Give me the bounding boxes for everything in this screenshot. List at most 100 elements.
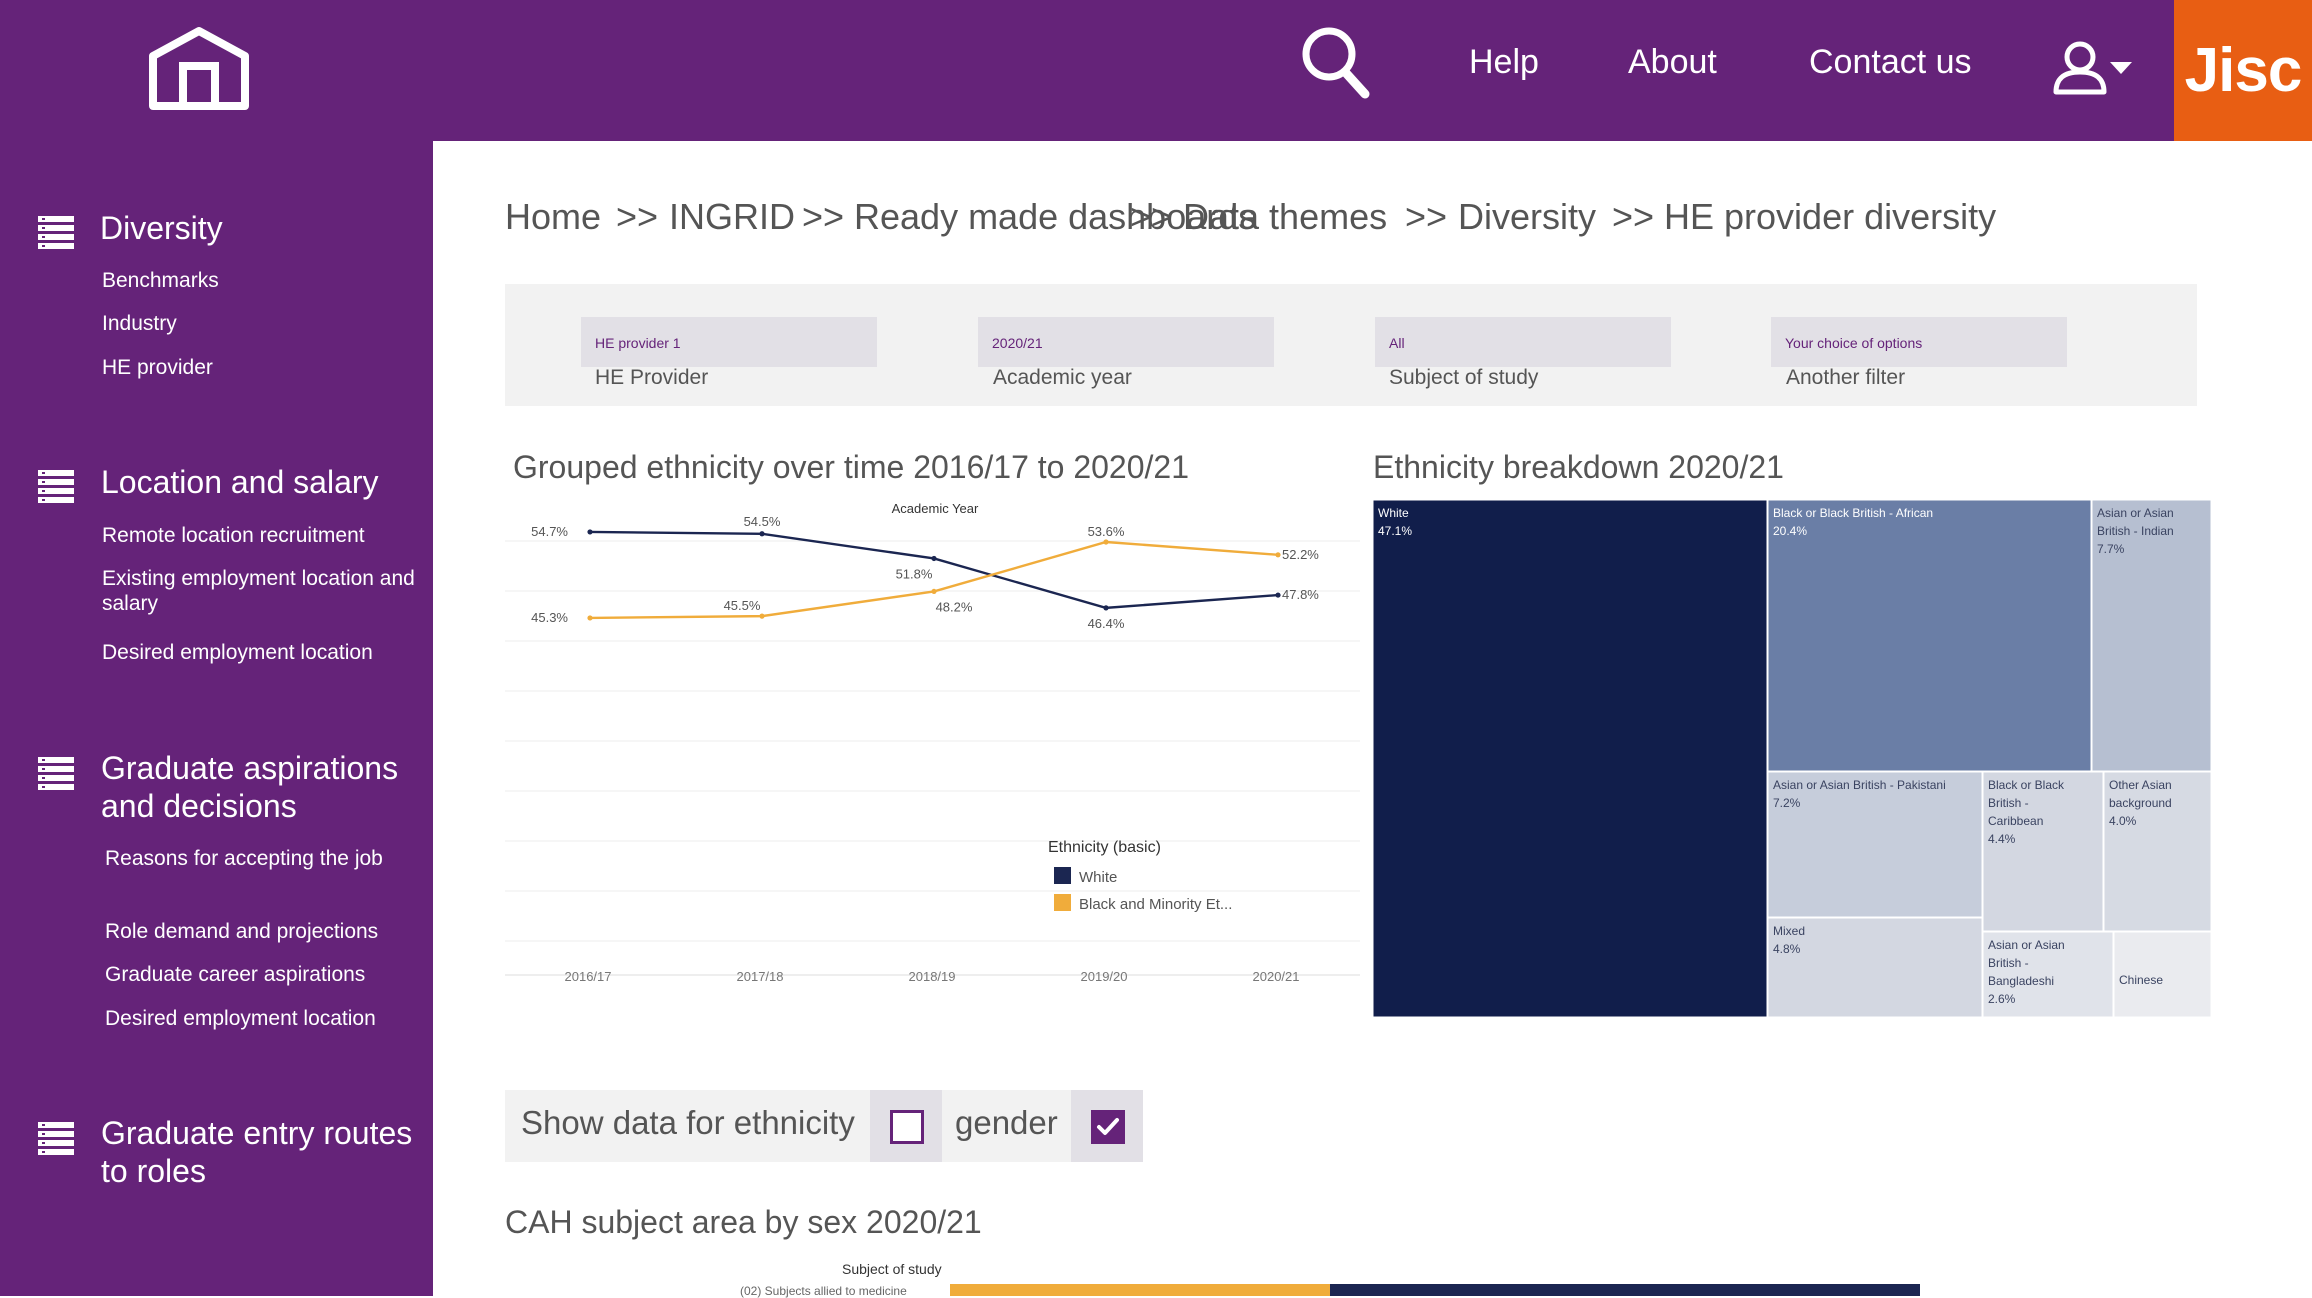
- data-label: 45.3%: [531, 610, 568, 625]
- treemap-cell[interactable]: [2103, 771, 2212, 932]
- cah-bar-male: [1330, 1284, 1920, 1296]
- breadcrumb-ingrid[interactable]: INGRID: [669, 196, 795, 237]
- sidebar-item-benchmarks[interactable]: Benchmarks: [102, 269, 219, 292]
- data-label: 54.5%: [744, 514, 781, 529]
- sidebar-item-reasons-accepting[interactable]: Reasons for accepting the job: [105, 847, 383, 870]
- treemap-label: Other Asian: [2109, 778, 2172, 792]
- sidebar-item-existing-employment[interactable]: Existing employment location and salary: [102, 567, 415, 615]
- data-point[interactable]: [587, 529, 593, 535]
- data-label: 48.2%: [936, 599, 973, 614]
- treemap-value: 4.0%: [2109, 814, 2137, 828]
- chart-title: Academic Year: [892, 501, 979, 516]
- treemap-value: 47.1%: [1378, 524, 1412, 538]
- gender-checkbox-box[interactable]: [1091, 1110, 1125, 1144]
- treemap-cell[interactable]: [1767, 771, 1983, 918]
- academic-year-label: Academic year: [993, 366, 1132, 389]
- home-icon[interactable]: [147, 26, 251, 110]
- ethnicity-line-chart: Academic Year 54.7% 54.5% 51.8% 46.4% 47.8% 4…: [505, 501, 1360, 984]
- data-label: 47.8%: [1282, 587, 1319, 602]
- another-filter-label: Another filter: [1786, 366, 1906, 389]
- treemap-cell[interactable]: [1982, 931, 2114, 1018]
- treemap-cell[interactable]: [1767, 500, 2092, 772]
- series-line-white[interactable]: [589, 530, 1279, 610]
- breadcrumb-home[interactable]: Home: [505, 196, 602, 237]
- treemap-label: Chinese: [2119, 973, 2163, 987]
- cah-row-label: (02) Subjects allied to medicine: [740, 1284, 907, 1298]
- data-label: 51.8%: [896, 566, 933, 581]
- search-icon[interactable]: [1299, 24, 1371, 100]
- x-tick-label: 2016/17: [565, 969, 612, 984]
- data-point[interactable]: [759, 613, 765, 619]
- gender-checkbox[interactable]: [1071, 1090, 1143, 1162]
- top-bar: Help About Contact us Jisc: [0, 0, 2312, 141]
- breadcrumb-diversity[interactable]: Diversity: [1458, 196, 1597, 237]
- x-tick-label: 2017/18: [737, 969, 784, 984]
- breadcrumb-separator: >>: [1405, 196, 1448, 237]
- legend-item[interactable]: White: [1079, 869, 1117, 886]
- line-chart-heading: Grouped ethnicity over time 2016/17 to 2…: [513, 449, 1189, 485]
- nav-about-link[interactable]: About: [1628, 43, 1717, 81]
- treemap-cell[interactable]: [1767, 917, 1983, 1018]
- treemap-cell[interactable]: [2091, 500, 2212, 772]
- x-tick-label: 2020/21: [1253, 969, 1300, 984]
- treemap-cell[interactable]: [1373, 500, 1768, 1018]
- user-icon[interactable]: [2052, 40, 2134, 98]
- legend-item[interactable]: Black and Minority Et...: [1079, 896, 1232, 913]
- treemap-value: 7.7%: [2097, 542, 2125, 556]
- breadcrumb-separator: >>: [1612, 196, 1655, 237]
- sidebar-item-role-demand[interactable]: Role demand and projections: [105, 920, 379, 943]
- treemap-label: British -: [1988, 796, 2029, 810]
- series-line-bme[interactable]: [589, 540, 1279, 620]
- breadcrumb-data-themes[interactable]: Data themes: [1183, 196, 1388, 237]
- data-point[interactable]: [931, 588, 937, 595]
- data-label: 52.2%: [1282, 547, 1319, 562]
- ethnicity-checkbox-box[interactable]: [890, 1110, 924, 1144]
- breadcrumb-separator: >>: [616, 196, 659, 237]
- sidebar-section-entry-routes[interactable]: Graduate entry routes to roles: [101, 1115, 413, 1189]
- data-point[interactable]: [1103, 539, 1109, 545]
- treemap-label: British - Indian: [2097, 524, 2174, 538]
- treemap-label: Asian or Asian: [2097, 506, 2174, 520]
- data-point[interactable]: [587, 615, 593, 621]
- sidebar-item-industry[interactable]: Industry: [102, 312, 177, 335]
- treemap-label: White: [1378, 506, 1409, 520]
- data-point[interactable]: [931, 555, 937, 562]
- treemap-label: Caribbean: [1988, 814, 2043, 828]
- another-filter-select[interactable]: Your choice of options: [1771, 317, 2067, 367]
- data-label: 53.6%: [1088, 524, 1125, 539]
- sidebar-item-career-aspirations[interactable]: Graduate career aspirations: [105, 963, 366, 986]
- nav-contact-link[interactable]: Contact us: [1809, 43, 1972, 81]
- data-point[interactable]: [1275, 592, 1281, 598]
- breadcrumb-dashboards[interactable]: Ready made dashboards: [854, 196, 1257, 237]
- jisc-logo[interactable]: Jisc: [2174, 0, 2312, 141]
- sidebar-item-remote-location[interactable]: Remote location recruitment: [102, 524, 365, 547]
- x-tick-label: 2019/20: [1081, 969, 1128, 984]
- data-point[interactable]: [759, 531, 765, 537]
- treemap-label: Black or Black British - African: [1773, 506, 1933, 520]
- subject-label: Subject of study: [1389, 366, 1539, 389]
- treemap-label: Black or Black: [1988, 778, 2065, 792]
- sidebar-section-diversity[interactable]: Diversity: [100, 210, 223, 246]
- legend-swatch: [1054, 867, 1071, 884]
- sidebar-section-location-salary[interactable]: Location and salary: [101, 464, 379, 500]
- breadcrumb-current: HE provider diversity: [1664, 196, 1997, 237]
- treemap-value: 20.4%: [1773, 524, 1807, 538]
- treemap-value: 4.4%: [1988, 832, 2016, 846]
- treemap-cell[interactable]: [2113, 931, 2212, 1018]
- data-point[interactable]: [1275, 552, 1281, 558]
- sidebar-item-he-provider[interactable]: HE provider: [102, 356, 213, 379]
- treemap-heading: Ethnicity breakdown 2020/21: [1373, 449, 1784, 485]
- sidebar-item-desired-location[interactable]: Desired employment location: [102, 641, 373, 664]
- sidebar-section-graduate-aspirations[interactable]: Graduate aspirations and decisions: [101, 750, 399, 824]
- treemap-value: 2.6%: [1988, 992, 2016, 1006]
- list-icon: [38, 1122, 74, 1155]
- ethnicity-checkbox[interactable]: [870, 1090, 942, 1162]
- subject-select[interactable]: All: [1375, 317, 1671, 367]
- sidebar-item-desired-location-2[interactable]: Desired employment location: [105, 1007, 376, 1030]
- treemap-cell[interactable]: [1982, 771, 2104, 932]
- breadcrumb-separator: >>: [1130, 196, 1173, 237]
- he-provider-select[interactable]: HE provider 1: [581, 317, 877, 367]
- nav-help-link[interactable]: Help: [1469, 43, 1539, 81]
- data-point[interactable]: [1103, 605, 1109, 611]
- academic-year-select[interactable]: 2020/21: [978, 317, 1274, 367]
